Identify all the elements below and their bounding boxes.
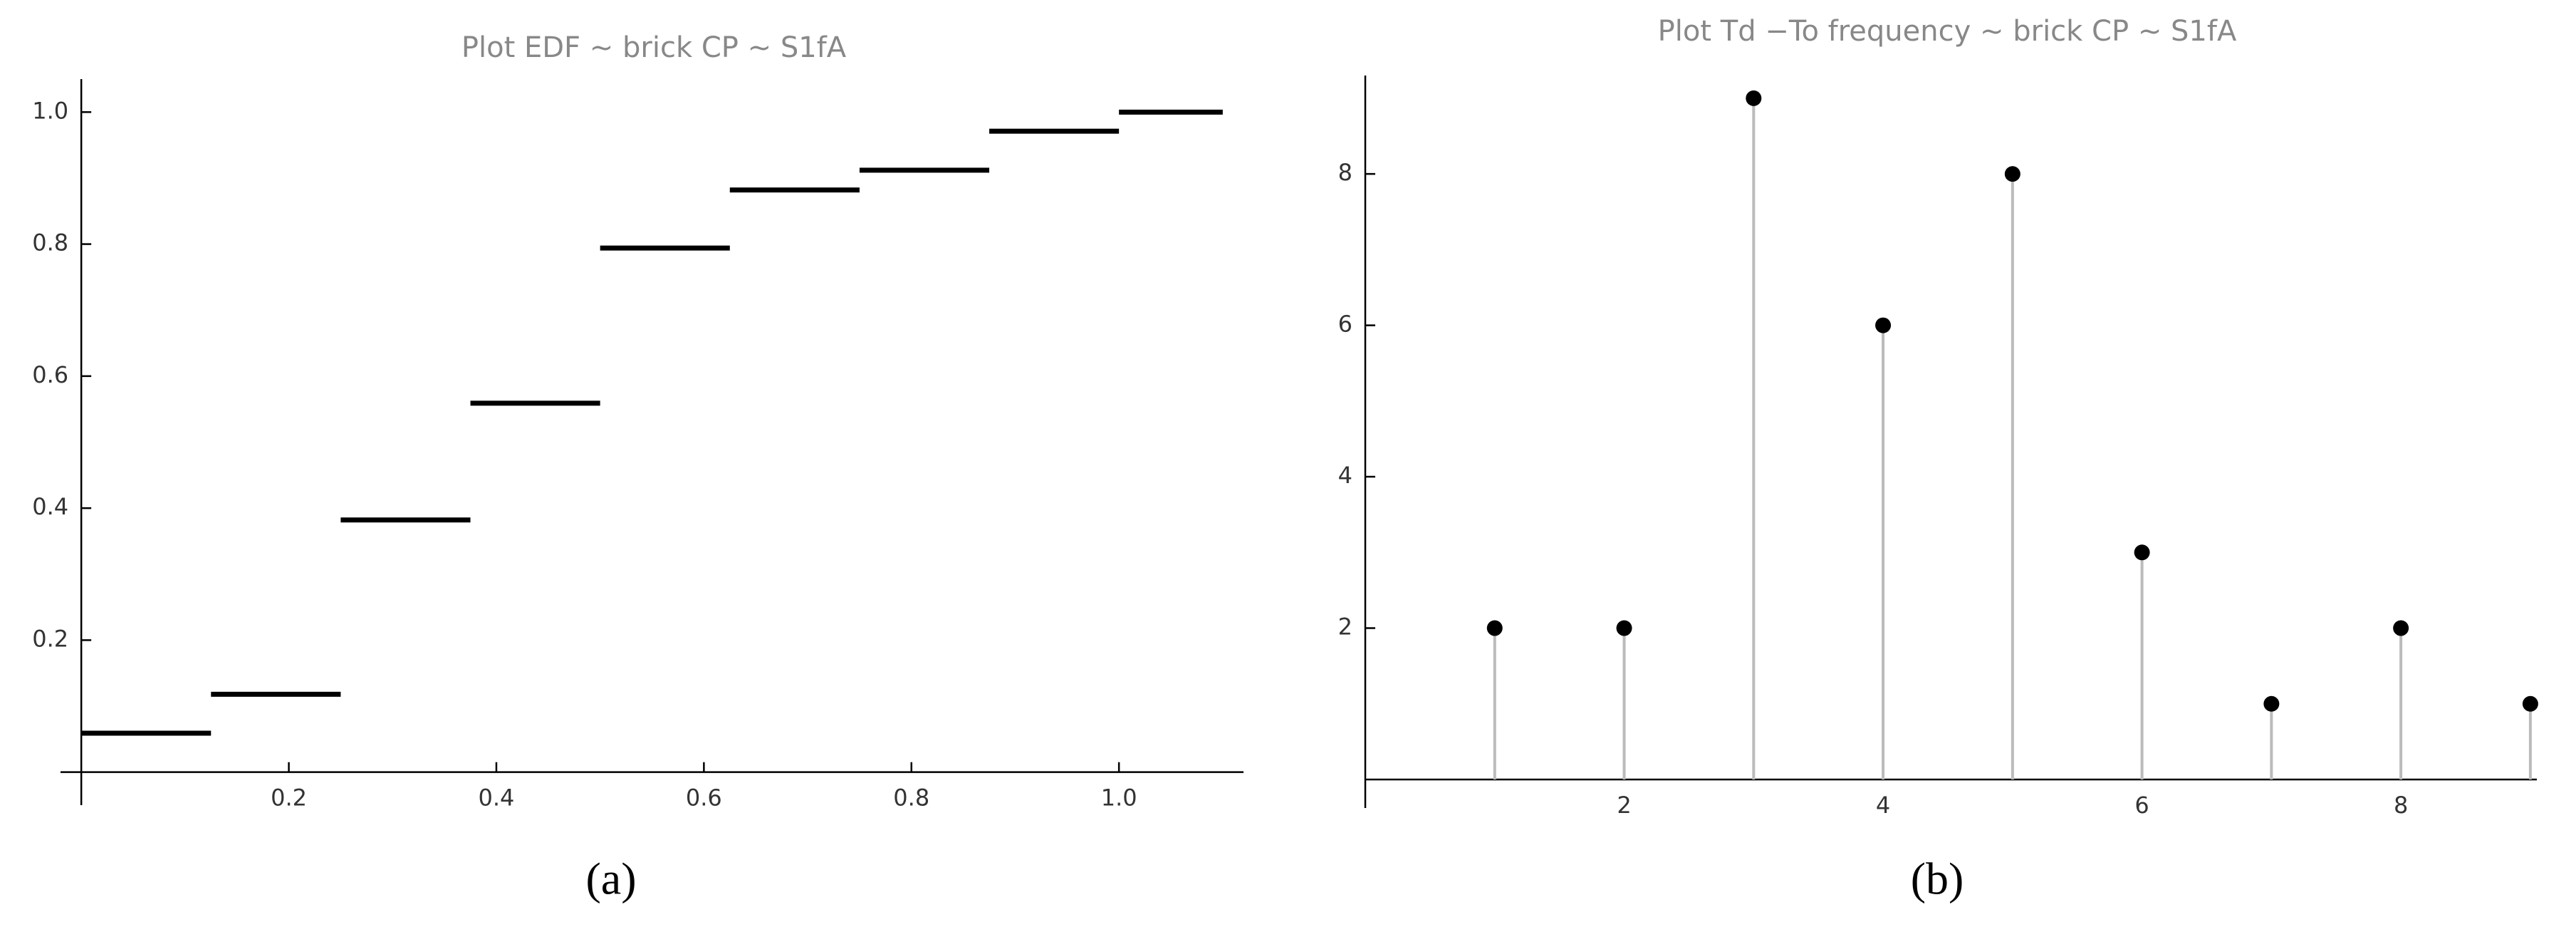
x-tick-label: 6 xyxy=(2134,792,2149,819)
x-tick-label: 1.0 xyxy=(1101,784,1137,812)
x-tick-label: 0.8 xyxy=(893,784,929,812)
point xyxy=(2004,166,2020,182)
caption: (b) xyxy=(1911,854,1964,904)
x-tick-label: 0.2 xyxy=(271,784,307,812)
chart-title: Plot Td −To frequency ~ brick CP ~ S1fA xyxy=(1658,15,2237,48)
point xyxy=(1746,90,1762,106)
point xyxy=(1616,620,1632,636)
x-tick-label: 8 xyxy=(2394,792,2408,819)
point xyxy=(2393,620,2409,636)
chart-title: Plot EDF ~ brick CP ~ S1fA xyxy=(462,31,847,64)
x-tick-label: 0.4 xyxy=(479,784,515,812)
y-tick-label: 8 xyxy=(1338,159,1352,186)
point xyxy=(1875,317,1892,333)
y-tick-label: 0.4 xyxy=(32,493,68,520)
x-tick-label: 0.6 xyxy=(686,784,722,812)
caption: (a) xyxy=(585,854,636,904)
point xyxy=(2134,544,2150,561)
y-tick-label: 0.2 xyxy=(32,625,68,652)
y-tick-label: 1.0 xyxy=(32,97,68,124)
y-tick-label: 2 xyxy=(1338,613,1352,641)
x-tick-label: 4 xyxy=(1876,792,1890,819)
y-tick-label: 0.6 xyxy=(32,361,68,388)
y-tick-label: 0.8 xyxy=(32,229,68,257)
x-tick-label: 2 xyxy=(1617,792,1631,819)
point xyxy=(2522,695,2538,712)
y-tick-label: 6 xyxy=(1338,311,1352,338)
point xyxy=(2263,695,2280,712)
y-tick-label: 4 xyxy=(1338,462,1352,489)
point xyxy=(1486,620,1503,636)
